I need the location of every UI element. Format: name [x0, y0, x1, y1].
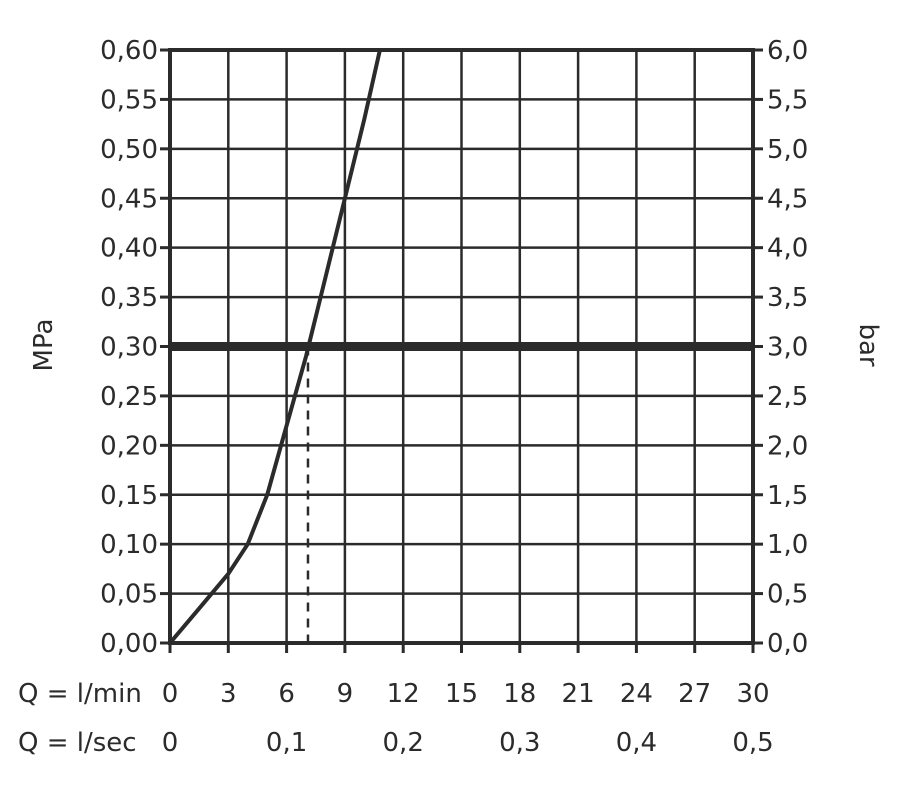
x-axis-lsec-label: Q = l/sec	[18, 728, 137, 758]
right-tick-label: 4,0	[767, 234, 808, 264]
right-tick-label: 3,5	[767, 283, 808, 313]
x-axis-lmin-ticks: 0 3 6 9 12 15 18 21 24 27 30	[162, 643, 770, 709]
right-tick-label: 2,5	[767, 382, 808, 412]
left-tick-label: 0,25	[100, 382, 158, 412]
x-lmin-tick-label: 15	[445, 679, 478, 709]
x-lsec-tick-label: 0,1	[266, 728, 307, 758]
left-tick-label: 0,15	[100, 481, 158, 511]
right-tick-label: 6,0	[767, 36, 808, 66]
x-lsec-tick-label: 0,4	[616, 728, 657, 758]
left-tick-label: 0,40	[100, 234, 158, 264]
x-lmin-tick-label: 24	[620, 679, 653, 709]
right-tick-label: 4,5	[767, 184, 808, 214]
x-lmin-tick-label: 0	[162, 679, 179, 709]
x-axis-lsec-ticks: 0 0,1 0,2 0,3 0,4 0,5	[162, 728, 774, 758]
x-lsec-tick-label: 0	[162, 728, 179, 758]
left-tick-label: 0,35	[100, 283, 158, 313]
x-lmin-tick-label: 6	[278, 679, 295, 709]
right-tick-label: 2,0	[767, 431, 808, 461]
left-axis-ticks: 0,00 0,05 0,10 0,15 0,20 0,25 0,30 0,35 0,40 0,45…	[100, 36, 170, 659]
right-tick-label: 3,0	[767, 333, 808, 363]
x-lmin-tick-label: 12	[387, 679, 420, 709]
right-tick-label: 0,0	[767, 629, 808, 659]
x-lsec-tick-label: 0,5	[732, 728, 773, 758]
left-tick-label: 0,55	[100, 85, 158, 115]
x-lmin-tick-label: 18	[503, 679, 536, 709]
series-layer	[168, 49, 753, 645]
left-tick-label: 0,20	[100, 431, 158, 461]
left-tick-label: 0,00	[100, 629, 158, 659]
right-axis-ticks: 0,0 0,5 1,0 1,5 2,0 2,5 3,0 3,5 4,0 4,5 5,0 5,5 6,0	[753, 36, 808, 659]
x-lmin-tick-label: 27	[678, 679, 711, 709]
left-tick-label: 0,10	[100, 530, 158, 560]
left-tick-label: 0,60	[100, 36, 158, 66]
left-tick-label: 0,50	[100, 135, 158, 165]
right-tick-label: 1,5	[767, 481, 808, 511]
x-lmin-tick-label: 30	[736, 679, 769, 709]
right-tick-label: 0,5	[767, 580, 808, 610]
x-lmin-tick-label: 9	[337, 679, 354, 709]
flow-curve	[168, 49, 382, 645]
right-tick-label: 5,0	[767, 135, 808, 165]
x-axis-lmin-label: Q = l/min	[18, 679, 142, 709]
right-tick-label: 1,0	[767, 530, 808, 560]
x-lsec-tick-label: 0,3	[499, 728, 540, 758]
x-lmin-tick-label: 3	[220, 679, 237, 709]
left-axis-title: MPa	[29, 319, 59, 372]
right-axis-title: bar	[853, 323, 883, 366]
left-tick-label: 0,45	[100, 184, 158, 214]
right-tick-label: 5,5	[767, 85, 808, 115]
left-tick-label: 0,30	[100, 333, 158, 363]
x-lmin-tick-label: 21	[562, 679, 595, 709]
x-lsec-tick-label: 0,2	[383, 728, 424, 758]
left-tick-label: 0,05	[100, 580, 158, 610]
